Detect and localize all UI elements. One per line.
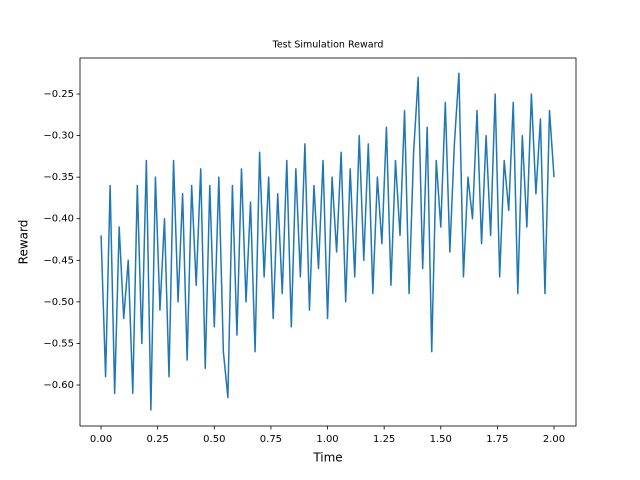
y-tick-label: −0.30	[43, 131, 74, 142]
x-tick-label: 1.75	[486, 434, 508, 445]
x-tick-label: 0.25	[147, 434, 169, 445]
x-tick-label: 0.75	[260, 434, 282, 445]
y-axis-label: Reward	[17, 220, 31, 265]
x-tick-label: 1.50	[430, 434, 452, 445]
line-series	[100, 72, 555, 411]
x-tick-label: 1.25	[373, 434, 395, 445]
chart-title: Test Simulation Reward	[272, 40, 384, 51]
plot-frame	[79, 57, 577, 427]
y-tick-label: −0.55	[43, 338, 74, 349]
x-tick-label: 0.50	[203, 434, 225, 445]
x-tick-label: 2.00	[543, 434, 565, 445]
y-tick-label: −0.50	[43, 297, 74, 308]
y-tick-label: −0.35	[43, 172, 74, 183]
y-tick-label: −0.40	[43, 214, 74, 225]
y-tick-label: −0.25	[43, 89, 74, 100]
x-tick-label: 0.00	[90, 434, 112, 445]
y-tick-label: −0.45	[43, 255, 74, 266]
x-axis-label: Time	[312, 451, 342, 465]
x-tick-label: 1.00	[316, 434, 338, 445]
y-tick-label: −0.60	[43, 380, 74, 391]
